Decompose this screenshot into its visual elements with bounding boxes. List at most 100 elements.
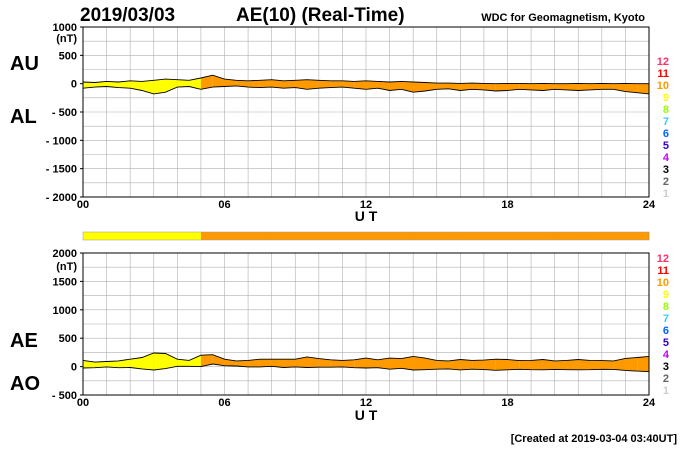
au-al-area-segment	[495, 83, 508, 91]
au-al-x-tick-label: 12	[360, 199, 372, 211]
station-count-segment	[460, 232, 473, 240]
au-label: AU	[10, 53, 39, 75]
station-count-segment	[424, 232, 438, 240]
station-count-segment	[94, 232, 107, 240]
ae-ao-area-segment	[354, 358, 366, 368]
au-al-y-tick-label: 500	[59, 50, 77, 62]
ae-ao-area-segment	[507, 359, 520, 370]
station-count-segment	[141, 232, 155, 240]
station-count-segment	[212, 232, 225, 240]
au-al-area-segment	[295, 79, 307, 90]
station-count-segment	[401, 232, 414, 240]
ae-ao-ae-line	[82, 352, 650, 363]
ae-ao-area-segment	[495, 359, 508, 371]
ae-ao-area-segment	[307, 356, 319, 368]
ae-ao-area-segment	[118, 359, 131, 368]
station-count-segment	[389, 232, 402, 240]
au-al-x-ticks: 00 06 12 18 24	[77, 199, 656, 211]
au-al-area-segment	[189, 78, 201, 90]
ae-ao-area-segment	[94, 361, 107, 368]
ae-ao-x-tick-label: 06	[218, 397, 230, 409]
au-al-area-segment	[377, 81, 390, 91]
ae-ao-area-segment	[436, 360, 449, 370]
au-al-area-segment	[413, 82, 425, 93]
station-count-segment	[542, 232, 556, 240]
ae-ao-area-segment	[189, 355, 201, 367]
station-count-segment	[601, 232, 615, 240]
ae-ao-area-segment	[389, 358, 402, 370]
au-al-area-segment	[590, 83, 602, 90]
ae-ao-x-tick-label: 00	[77, 397, 89, 409]
ao-label: AO	[10, 373, 40, 395]
au-al-area-segment	[354, 80, 366, 90]
station-count-segment	[566, 232, 579, 240]
station-count-segment	[330, 232, 343, 240]
station-legend-label: 5	[663, 337, 669, 349]
au-al-area-segment	[542, 83, 555, 91]
ae-ao-unit-label: (nT)	[56, 261, 77, 273]
station-count-segment	[613, 232, 626, 240]
au-al-y-tick-label: 0	[71, 79, 77, 91]
ae-ao-area-segment	[519, 360, 532, 370]
station-legend-label: 1	[663, 385, 669, 397]
au-al-area-segment	[625, 83, 638, 93]
au-al-area-segment	[318, 80, 331, 89]
ae-ao-area-segment	[130, 357, 142, 369]
au-al-area-segment	[94, 81, 107, 88]
station-count-segment	[554, 232, 567, 240]
au-al-area-segment	[460, 83, 473, 91]
station-count-segment	[578, 232, 591, 240]
ae-ao-area-segment	[283, 359, 296, 368]
ae-ao-area-segment	[212, 354, 225, 366]
ae-ao-area	[82, 352, 650, 373]
ae-ao-y-tick-label: 1000	[53, 305, 77, 317]
station-count-segment	[590, 232, 603, 240]
ae-ao-x-tick-label: 24	[643, 397, 656, 409]
station-count-segment	[377, 232, 390, 240]
au-al-area-segment	[578, 83, 590, 91]
ae-ao-area-segment	[177, 359, 190, 367]
au-al-area-segment	[283, 80, 296, 89]
au-al-area-segment	[200, 75, 213, 90]
ae-ao-area-segment	[153, 353, 166, 370]
station-legend-label: 10	[657, 277, 669, 289]
au-al-y-tick-label: - 1000	[46, 135, 77, 147]
station-count-segment	[295, 232, 308, 240]
ae-ao-area-segment	[377, 358, 390, 370]
al-label: AL	[10, 106, 37, 128]
ae-ao-frame	[82, 252, 650, 396]
ae-ao-y-tick-label: 500	[59, 333, 77, 345]
au-al-y-ticks: 1000 500 0 - 500 - 1000 - 1500 - 2000	[46, 22, 83, 204]
station-legend-label: 6	[663, 128, 669, 140]
station-count-segment	[472, 232, 485, 240]
au-al-area-segment	[330, 80, 343, 88]
station-count-segment	[531, 232, 544, 240]
station-count-bar	[82, 231, 650, 241]
ae-ao-area-segment	[425, 358, 437, 370]
ae-ao-area-segment	[413, 356, 425, 370]
au-al-area-segment	[472, 83, 484, 90]
ae-ao-area-segment	[590, 360, 602, 370]
au-al-area-segment	[165, 79, 178, 93]
ae-ao-area-segment	[578, 359, 590, 370]
au-al-area-segment	[271, 79, 284, 89]
station-count-frame	[82, 231, 650, 241]
ae-ao-area-segment	[248, 359, 260, 367]
station-count-segment	[507, 232, 520, 240]
station-count-segment	[495, 232, 508, 240]
ae-ao-area-segment	[625, 357, 638, 372]
ae-ao-x-ticks: 00 06 12 18 24	[77, 397, 656, 409]
au-al-area-segment	[366, 80, 378, 90]
station-legend-label: 8	[663, 301, 669, 313]
au-al-area-segment	[566, 83, 579, 91]
au-al-grid	[83, 27, 649, 197]
station-count-segment	[637, 232, 650, 240]
ae-ao-x-axis-label: U T	[355, 407, 378, 423]
au-al-area-segment	[248, 80, 260, 88]
station-legend-label: 11	[657, 68, 669, 80]
ae-ao-area-segment	[165, 353, 178, 369]
au-al-area	[82, 74, 650, 95]
au-al-area-segment	[436, 83, 449, 90]
